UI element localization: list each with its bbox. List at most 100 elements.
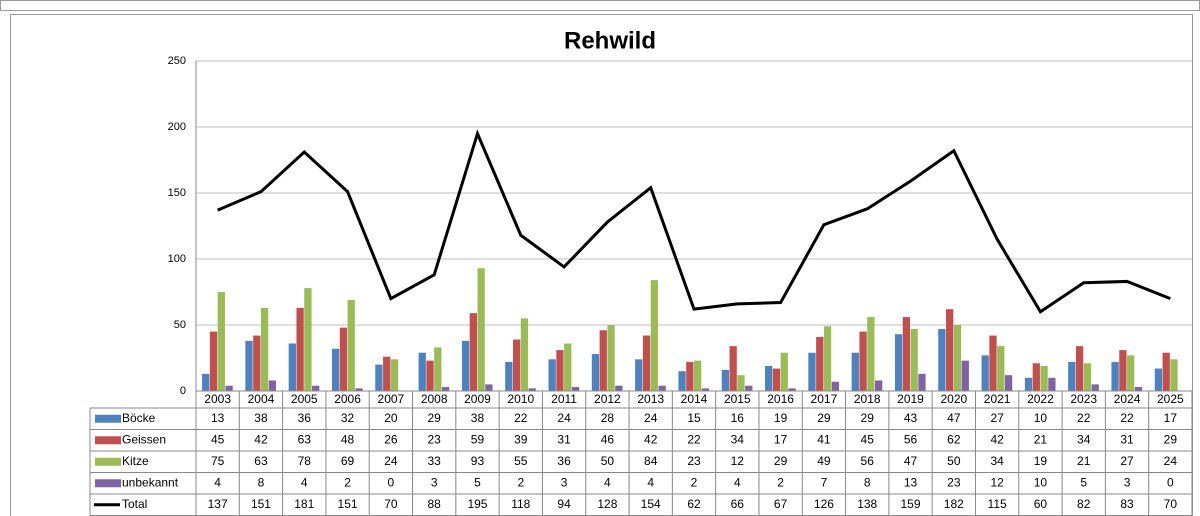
table-value: 63 [254, 454, 268, 468]
table-value: 4 [604, 475, 611, 489]
bar [556, 350, 564, 391]
bar [1048, 377, 1056, 391]
table-value: 2 [691, 475, 698, 489]
table-value: 38 [471, 411, 485, 425]
table-value: 128 [597, 497, 617, 511]
table-value: 118 [511, 497, 530, 511]
table-value: 159 [901, 497, 921, 511]
table-value: 56 [861, 454, 875, 468]
table-value: 7 [821, 475, 828, 489]
bar [505, 361, 513, 391]
x-tick-label: 2024 [1114, 392, 1141, 406]
bar [528, 388, 536, 391]
bar [520, 318, 529, 391]
table-value: 29 [427, 411, 441, 425]
table-value: 31 [557, 432, 571, 446]
bar [961, 360, 969, 391]
table-value: 66 [731, 497, 745, 511]
table-value: 24 [1164, 454, 1178, 468]
table-value: 42 [644, 432, 658, 446]
bar [721, 369, 730, 391]
table-value: 151 [338, 497, 358, 511]
y-tick-label: 200 [168, 121, 186, 133]
x-tick-label: 2003 [204, 392, 231, 406]
table-value: 43 [904, 411, 918, 425]
bar [571, 387, 580, 391]
table-value: 39 [514, 432, 528, 446]
frame-strip [0, 0, 1200, 11]
x-tick-label: 2020 [940, 392, 967, 406]
table-value: 42 [990, 432, 1004, 446]
bar [441, 387, 450, 391]
x-tick-label: 2007 [378, 392, 405, 406]
table-value: 63 [298, 432, 312, 446]
bar [564, 343, 572, 391]
table-value: 83 [1120, 497, 1134, 511]
x-tick-label: 2014 [681, 392, 708, 406]
table-value: 29 [861, 411, 875, 425]
table-value: 13 [904, 475, 918, 489]
bar [304, 288, 312, 391]
table-value: 15 [687, 411, 701, 425]
bar [1004, 375, 1013, 391]
bar [355, 388, 363, 391]
table-value: 12 [731, 454, 745, 468]
x-tick-label: 2013 [637, 392, 664, 406]
bar [1111, 361, 1119, 391]
bar [765, 365, 773, 391]
bar [1162, 352, 1170, 391]
x-tick-label: 2017 [811, 392, 838, 406]
chart-title: Rehwild [564, 27, 656, 54]
table-value: 34 [990, 454, 1004, 468]
bar [867, 317, 875, 391]
bar [686, 361, 694, 391]
table-value: 94 [557, 497, 571, 511]
table-value: 29 [1164, 432, 1178, 446]
bar [253, 335, 261, 391]
table-value: 69 [341, 454, 355, 468]
table-value: 49 [817, 454, 831, 468]
table-value: 23 [947, 475, 961, 489]
bar [875, 380, 883, 391]
y-tick-label: 0 [180, 385, 186, 397]
x-tick-label: 2008 [421, 392, 448, 406]
table-value: 32 [341, 411, 355, 425]
bar [512, 339, 521, 391]
legend-key [95, 479, 121, 488]
table-value: 82 [1077, 497, 1091, 511]
table-value: 24 [557, 411, 571, 425]
bar [989, 335, 997, 391]
table-value: 41 [817, 432, 831, 446]
table-value: 45 [861, 432, 875, 446]
table-value: 0 [1167, 475, 1174, 489]
table-value: 3 [561, 475, 568, 489]
table-value: 93 [471, 454, 485, 468]
table-value: 151 [251, 497, 271, 511]
bar [997, 346, 1005, 391]
table-value: 22 [687, 432, 701, 446]
bar [1134, 387, 1143, 391]
table-value: 8 [864, 475, 871, 489]
table-value: 5 [474, 475, 481, 489]
table-value: 28 [601, 411, 615, 425]
table-value: 19 [774, 411, 788, 425]
legend-key [95, 414, 121, 423]
table-value: 10 [1034, 475, 1048, 489]
table-value: 36 [298, 411, 312, 425]
table-value: 47 [947, 411, 961, 425]
table-value: 4 [214, 475, 221, 489]
table-value: 27 [1120, 454, 1134, 468]
table-value: 8 [258, 475, 265, 489]
bar [477, 268, 485, 391]
table-value: 62 [687, 497, 701, 511]
table-value: 29 [774, 454, 788, 468]
bar [296, 307, 304, 391]
table-value: 26 [384, 432, 398, 446]
bar [650, 280, 658, 391]
bar [1040, 365, 1048, 391]
bar [737, 375, 745, 391]
x-tick-label: 2023 [1070, 392, 1097, 406]
bar [1024, 377, 1033, 391]
